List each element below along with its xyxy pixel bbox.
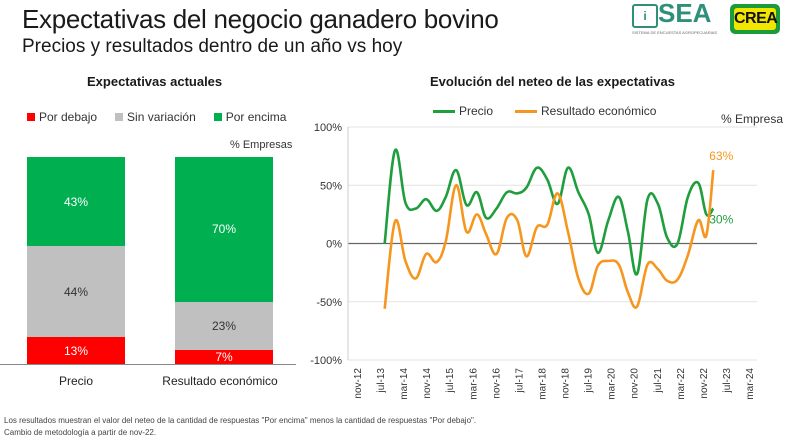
- x-tick-label: nov-18: [561, 368, 572, 399]
- end-label-precio: 30%: [709, 213, 733, 227]
- legend-line-resultado: [515, 109, 538, 113]
- legend-swatch-same: [115, 113, 124, 121]
- bar-segment-above: 43%: [27, 157, 125, 246]
- x-tick-label: mar-22: [676, 368, 687, 400]
- bar-data-label: 70%: [211, 222, 237, 237]
- bar-legend: Por debajo Sin variación Por encima: [27, 110, 286, 124]
- x-tick-label: mar-18: [537, 368, 548, 400]
- bar-segment-below: 13%: [27, 337, 125, 364]
- x-tick-label: jul-23: [722, 368, 733, 394]
- x-tick-label: mar-14: [399, 368, 410, 400]
- y-tick-label: 0%: [326, 239, 342, 251]
- page-title: Expectativas del negocio ganadero bovino: [22, 4, 499, 34]
- sea-logo: i SEA SISTEMA DE ENCUESTAS AGROPECUARIAS: [632, 0, 720, 36]
- bar-data-label: 23%: [211, 318, 237, 333]
- bar-data-label: 13%: [63, 343, 89, 358]
- y-tick-label: 50%: [320, 180, 342, 192]
- x-tick-label: jul-21: [653, 368, 664, 394]
- bar-chart-title: Expectativas actuales: [87, 74, 223, 89]
- bar-segment-above: 70%: [175, 157, 273, 302]
- sea-logo-tagline: SISTEMA DE ENCUESTAS AGROPECUARIAS: [632, 30, 718, 35]
- bar-category-label: Precio: [58, 374, 93, 388]
- bar-baseline: [0, 364, 296, 365]
- x-tick-label: nov-20: [630, 368, 641, 399]
- footnote-line-2: Cambio de metodología a partir de nov-22…: [4, 428, 157, 437]
- bar-segment-below: 7%: [175, 349, 273, 364]
- line-unit-label: % Empresa: [721, 112, 784, 126]
- bar-segment-same: 23%: [175, 301, 273, 350]
- crea-logo-text: CREA: [734, 8, 778, 30]
- x-tick-label: jul-17: [514, 368, 525, 394]
- y-tick-label: -50%: [316, 297, 342, 309]
- bar-segment-same: 44%: [27, 246, 125, 338]
- x-tick-label: nov-22: [699, 368, 710, 399]
- x-tick-label: nov-12: [353, 368, 364, 399]
- legend-label-above: Por encima: [225, 110, 287, 124]
- bar-unit-label: % Empresas: [230, 139, 293, 151]
- x-tick-label: mar-24: [745, 368, 756, 400]
- bar-data-label: 43%: [63, 194, 89, 209]
- x-tick-label: nov-14: [422, 368, 433, 399]
- series-line-resultado: [383, 169, 715, 309]
- legend-line-precio: [433, 109, 455, 113]
- info-icon: i: [632, 4, 658, 28]
- page-subtitle: Precios y resultados dentro de un año vs…: [22, 36, 403, 57]
- line-chart-title: Evolución del neteo de las expectativas: [430, 74, 675, 89]
- legend-swatch-below: [27, 113, 35, 121]
- sea-logo-text: SEA: [658, 0, 712, 28]
- series-line-precio: [383, 148, 715, 276]
- x-tick-label: mar-16: [468, 368, 479, 400]
- end-label-resultado: 63%: [709, 149, 733, 163]
- bar-category-label: Resultado económico: [162, 374, 278, 388]
- x-tick-label: nov-16: [491, 368, 502, 399]
- x-tick-label: jul-15: [445, 368, 456, 394]
- x-tick-label: jul-19: [584, 368, 595, 394]
- x-tick-label: jul-13: [376, 368, 387, 394]
- legend-label-resultado: Resultado económico: [541, 104, 657, 118]
- y-tick-label: -100%: [310, 355, 342, 367]
- bar-data-label: 7%: [215, 349, 233, 364]
- bar-data-label: 44%: [63, 284, 89, 299]
- x-tick-label: mar-20: [607, 368, 618, 400]
- crea-logo: CREA: [730, 4, 780, 34]
- legend-swatch-above: [213, 113, 222, 121]
- legend-label-below: Por debajo: [39, 110, 98, 124]
- legend-label-same: Sin variación: [127, 110, 196, 124]
- legend-label-precio: Precio: [459, 104, 494, 118]
- line-legend: Precio Resultado económico: [433, 104, 656, 118]
- y-tick-label: 100%: [314, 122, 342, 134]
- footnote-line-1: Los resultados muestran el valor del net…: [4, 416, 477, 425]
